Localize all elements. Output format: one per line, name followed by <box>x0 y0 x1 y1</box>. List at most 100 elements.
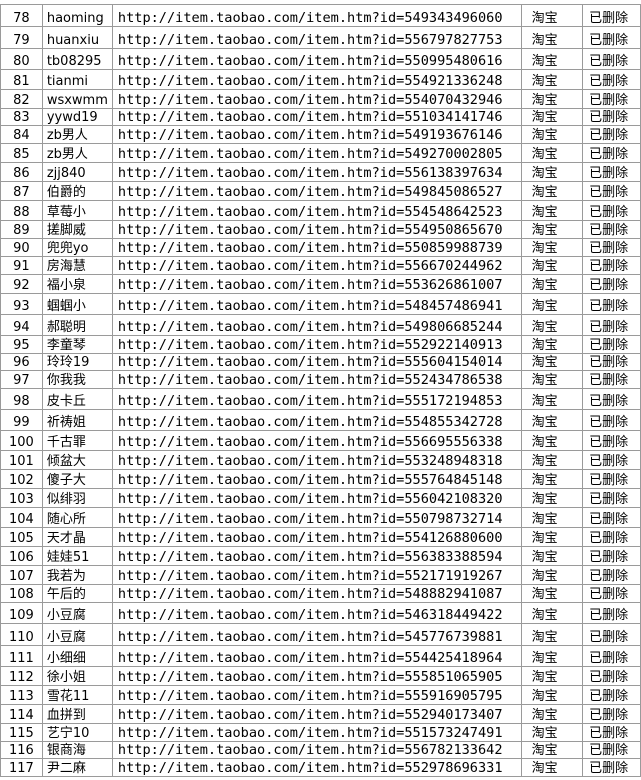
user-name[interactable]: zb男人 <box>41 125 113 144</box>
item-url[interactable]: http://item.taobao.com/item.htm?id=55454… <box>111 200 522 221</box>
platform[interactable]: 淘宝 <box>520 200 584 221</box>
item-url[interactable]: http://item.taobao.com/item.htm?id=55157… <box>111 723 522 742</box>
row-number[interactable]: 85 <box>0 143 43 163</box>
item-url[interactable]: http://item.taobao.com/item.htm?id=55085… <box>111 238 522 257</box>
user-name[interactable]: 银商海 <box>41 741 113 759</box>
user-name[interactable]: 福小泉 <box>41 274 113 294</box>
user-name[interactable]: 傻子大 <box>41 469 113 489</box>
row-number[interactable]: 103 <box>0 488 43 508</box>
user-name[interactable]: 午后的 <box>41 584 113 603</box>
user-name[interactable]: 搓脚威 <box>41 220 113 239</box>
row-number[interactable]: 80 <box>0 48 43 70</box>
row-number[interactable]: 114 <box>0 704 43 724</box>
row-number[interactable]: 89 <box>0 220 43 239</box>
row-number[interactable]: 96 <box>0 353 43 371</box>
platform[interactable]: 淘宝 <box>520 4 584 27</box>
platform[interactable]: 淘宝 <box>520 602 584 624</box>
platform[interactable]: 淘宝 <box>520 26 584 49</box>
row-number[interactable]: 92 <box>0 274 43 294</box>
platform[interactable]: 淘宝 <box>520 507 584 528</box>
status[interactable]: 已删除 <box>582 546 641 566</box>
status[interactable]: 已删除 <box>582 409 641 431</box>
status[interactable]: 已删除 <box>582 181 641 201</box>
item-url[interactable]: http://item.taobao.com/item.htm?id=55292… <box>111 335 522 354</box>
item-url[interactable]: http://item.taobao.com/item.htm?id=55079… <box>111 507 522 528</box>
item-url[interactable]: http://item.taobao.com/item.htm?id=55407… <box>111 89 522 109</box>
platform[interactable]: 淘宝 <box>520 741 584 759</box>
status[interactable]: 已删除 <box>582 704 641 724</box>
user-name[interactable]: 兜兜yo <box>41 238 113 257</box>
item-url[interactable]: http://item.taobao.com/item.htm?id=55560… <box>111 353 522 371</box>
status[interactable]: 已删除 <box>582 450 641 470</box>
user-name[interactable]: 小细细 <box>41 645 113 667</box>
platform[interactable]: 淘宝 <box>520 162 584 182</box>
row-number[interactable]: 79 <box>0 26 43 49</box>
row-number[interactable]: 82 <box>0 89 43 109</box>
status[interactable]: 已删除 <box>582 69 641 90</box>
platform[interactable]: 淘宝 <box>520 220 584 239</box>
user-name[interactable]: 你我我 <box>41 370 113 389</box>
item-url[interactable]: http://item.taobao.com/item.htm?id=55217… <box>111 565 522 585</box>
status[interactable]: 已删除 <box>582 758 641 777</box>
status[interactable]: 已删除 <box>582 388 641 410</box>
status[interactable]: 已删除 <box>582 666 641 686</box>
user-name[interactable]: 艺宁10 <box>41 723 113 742</box>
status[interactable]: 已删除 <box>582 370 641 389</box>
platform[interactable]: 淘宝 <box>520 274 584 294</box>
status[interactable]: 已删除 <box>582 108 641 126</box>
user-name[interactable]: 徐小姐 <box>41 666 113 686</box>
item-url[interactable]: http://item.taobao.com/item.htm?id=55099… <box>111 48 522 70</box>
status[interactable]: 已删除 <box>582 125 641 144</box>
row-number[interactable]: 87 <box>0 181 43 201</box>
user-name[interactable]: 尹二麻 <box>41 758 113 777</box>
row-number[interactable]: 86 <box>0 162 43 182</box>
item-url[interactable]: http://item.taobao.com/item.htm?id=55103… <box>111 108 522 126</box>
platform[interactable]: 淘宝 <box>520 370 584 389</box>
item-url[interactable]: http://item.taobao.com/item.htm?id=55324… <box>111 450 522 470</box>
status[interactable]: 已删除 <box>582 4 641 27</box>
item-url[interactable]: http://item.taobao.com/item.htm?id=55442… <box>111 645 522 667</box>
platform[interactable]: 淘宝 <box>520 125 584 144</box>
platform[interactable]: 淘宝 <box>520 335 584 354</box>
status[interactable]: 已删除 <box>582 162 641 182</box>
item-url[interactable]: http://item.taobao.com/item.htm?id=54631… <box>111 602 522 624</box>
platform[interactable]: 淘宝 <box>520 69 584 90</box>
status[interactable]: 已删除 <box>582 565 641 585</box>
user-name[interactable]: zjj840 <box>41 162 113 182</box>
row-number[interactable]: 83 <box>0 108 43 126</box>
row-number[interactable]: 107 <box>0 565 43 585</box>
row-number[interactable]: 84 <box>0 125 43 144</box>
row-number[interactable]: 90 <box>0 238 43 257</box>
status[interactable]: 已删除 <box>582 723 641 742</box>
item-url[interactable]: http://item.taobao.com/item.htm?id=55678… <box>111 741 522 759</box>
row-number[interactable]: 108 <box>0 584 43 603</box>
row-number[interactable]: 99 <box>0 409 43 431</box>
row-number[interactable]: 97 <box>0 370 43 389</box>
row-number[interactable]: 115 <box>0 723 43 742</box>
status[interactable]: 已删除 <box>582 256 641 275</box>
platform[interactable]: 淘宝 <box>520 89 584 109</box>
item-url[interactable]: http://item.taobao.com/item.htm?id=55243… <box>111 370 522 389</box>
item-url[interactable]: http://item.taobao.com/item.htm?id=54577… <box>111 623 522 646</box>
item-url[interactable]: http://item.taobao.com/item.htm?id=55294… <box>111 704 522 724</box>
user-name[interactable]: 雪花11 <box>41 685 113 705</box>
status[interactable]: 已删除 <box>582 645 641 667</box>
status[interactable]: 已删除 <box>582 200 641 221</box>
user-name[interactable]: 郝聪明 <box>41 314 113 336</box>
status[interactable]: 已删除 <box>582 685 641 705</box>
status[interactable]: 已删除 <box>582 89 641 109</box>
item-url[interactable]: http://item.taobao.com/item.htm?id=54980… <box>111 314 522 336</box>
user-name[interactable]: tianmi <box>41 69 113 90</box>
user-name[interactable]: 祈祷姐 <box>41 409 113 431</box>
user-name[interactable]: 草莓小 <box>41 200 113 221</box>
platform[interactable]: 淘宝 <box>520 238 584 257</box>
item-url[interactable]: http://item.taobao.com/item.htm?id=55485… <box>111 409 522 431</box>
platform[interactable]: 淘宝 <box>520 430 584 451</box>
user-name[interactable]: 小豆腐 <box>41 602 113 624</box>
status[interactable]: 已删除 <box>582 353 641 371</box>
item-url[interactable]: http://item.taobao.com/item.htm?id=55585… <box>111 666 522 686</box>
status[interactable]: 已删除 <box>582 527 641 547</box>
item-url[interactable]: http://item.taobao.com/item.htm?id=55517… <box>111 388 522 410</box>
user-name[interactable]: 天才晶 <box>41 527 113 547</box>
item-url[interactable]: http://item.taobao.com/item.htm?id=55638… <box>111 546 522 566</box>
